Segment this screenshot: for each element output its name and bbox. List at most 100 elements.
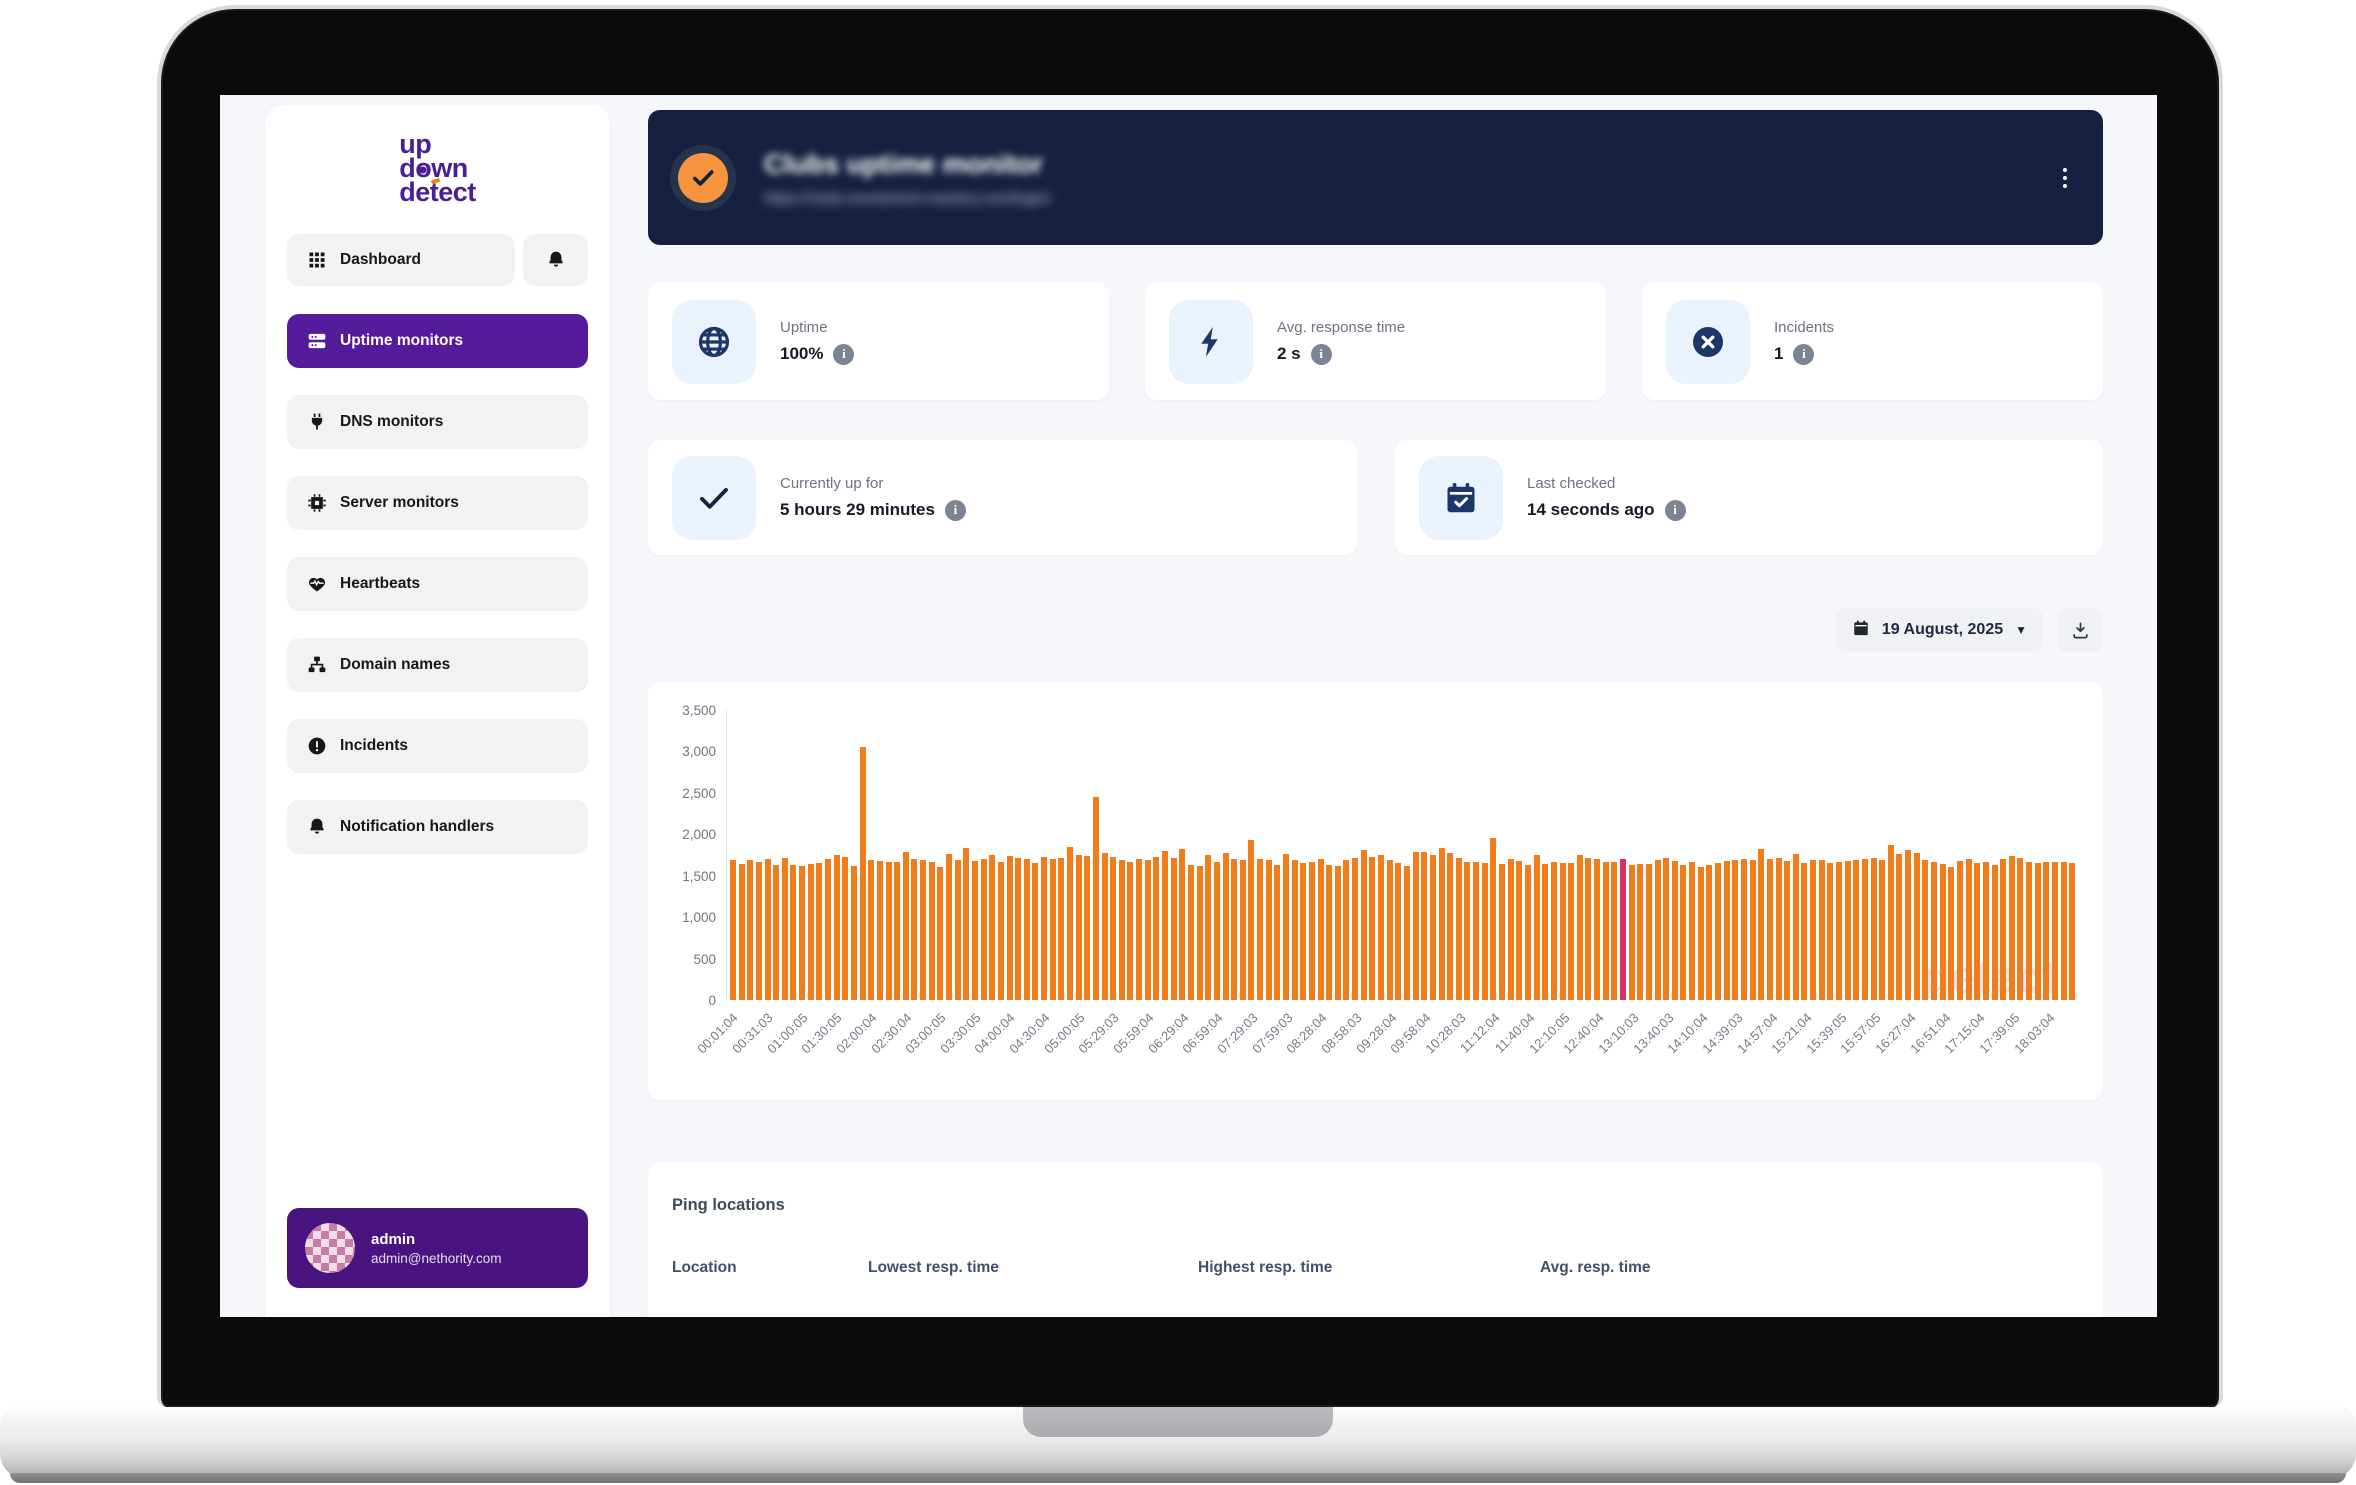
chart-bar	[2069, 863, 2076, 1000]
chart-bar	[1628, 864, 1635, 1000]
chart-bar	[963, 848, 970, 1000]
chart-bar	[1343, 860, 1350, 1000]
sidebar-item-uptime-monitors[interactable]: Uptime monitors	[287, 314, 588, 368]
info-icon[interactable]: i	[833, 343, 855, 365]
chart-bar	[730, 859, 736, 1000]
stat-value: 100%	[780, 344, 824, 363]
response-time-chart: detect 0 500 1,000 1,500 2,000 2,500 3,000 3,50…	[648, 682, 2103, 1100]
sidebar-item-dns-monitors[interactable]: DNS monitors	[287, 395, 588, 449]
chart-bar	[1360, 850, 1367, 1000]
stat-label: Incidents	[1774, 318, 1835, 336]
chart-bar	[1205, 855, 1212, 1000]
sidebar-item-server-monitors[interactable]: Server monitors	[287, 476, 588, 530]
chart-bar	[1965, 859, 1972, 1000]
stat-label: Avg. response time	[1277, 318, 1406, 336]
stat-card-incidents: Incidents 1 i	[1642, 283, 2103, 400]
chart-bar	[1144, 859, 1151, 1000]
sidebar: up down detect Dashboard	[265, 105, 610, 1317]
chart-bar	[1559, 863, 1566, 1000]
chart-bar	[911, 859, 918, 1000]
chart-bar	[876, 860, 883, 1000]
chart-y-axis: 0 500 1,000 1,500 2,000 2,500 3,000 3,500	[674, 703, 726, 1008]
chart-bar	[1766, 859, 1773, 1000]
chart-bar	[1015, 857, 1022, 1000]
chart-bar	[894, 861, 901, 1000]
chart-bar	[833, 855, 840, 1000]
chart-bar	[1939, 864, 1946, 1000]
chart-bar	[1239, 859, 1246, 1000]
chart-bar	[1041, 856, 1048, 1000]
chart-plot	[726, 710, 2077, 1000]
chart-bar	[773, 864, 780, 1000]
status-value: 5 hours 29 minutes	[780, 500, 935, 519]
laptop-screen: up down detect Dashboard	[220, 95, 2157, 1317]
chart-bar	[2052, 862, 2059, 1000]
bell-icon	[546, 250, 566, 270]
chart-bar	[1810, 859, 1817, 1000]
chart-bar	[997, 862, 1004, 1000]
sidebar-item-label: Server monitors	[340, 494, 459, 511]
chart-bar	[1490, 838, 1497, 1000]
chart-bar	[1066, 846, 1073, 1000]
check-icon	[672, 455, 756, 540]
laptop-notch	[1023, 1407, 1333, 1437]
calendar-icon	[1852, 619, 1870, 642]
chart-bar	[799, 866, 806, 1000]
chart-bar	[1827, 862, 1834, 1000]
chart-bar	[1645, 863, 1652, 1000]
server-stack-icon	[307, 331, 327, 351]
notifications-button[interactable]	[523, 234, 588, 286]
chart-bar	[946, 853, 953, 1000]
y-tick-label: 3,500	[682, 703, 716, 718]
stat-card-uptime: Uptime 100% i	[648, 283, 1109, 400]
date-picker[interactable]: 19 August, 2025 ▼	[1835, 608, 2043, 652]
sidebar-item-dashboard[interactable]: Dashboard	[287, 234, 515, 286]
y-tick-label: 0	[708, 993, 716, 1008]
chart-bar	[885, 862, 892, 1000]
download-button[interactable]	[2058, 608, 2103, 652]
chart-bar	[1170, 857, 1177, 1000]
chart-bar	[1836, 862, 1842, 1000]
user-profile[interactable]: admin admin@nethority.com	[287, 1208, 588, 1288]
chart-bar	[902, 852, 909, 1000]
chart-bar	[747, 860, 754, 1000]
chart-bar	[2017, 857, 2024, 1000]
sidebar-item-incidents[interactable]: Incidents	[287, 719, 588, 773]
chart-bar	[1887, 845, 1894, 1000]
sidebar-menu: Uptime monitors DNS monitors Server moni…	[287, 314, 588, 854]
kebab-menu-icon[interactable]	[2057, 162, 2073, 194]
chart-bar	[1481, 862, 1488, 1000]
chart-plot-bars	[727, 710, 2077, 1000]
date-label: 19 August, 2025	[1881, 621, 2004, 638]
sidebar-item-label: Uptime monitors	[340, 332, 464, 349]
chart-bar	[850, 866, 857, 1000]
info-icon[interactable]: i	[1664, 499, 1686, 521]
chart-bar	[1049, 859, 1056, 1000]
chart-bar	[1499, 864, 1506, 1000]
info-icon[interactable]: i	[1310, 343, 1332, 365]
chart-bar	[1680, 865, 1687, 1000]
chart-bar	[1153, 857, 1160, 1000]
chart-bar	[1369, 856, 1376, 1000]
info-icon[interactable]: i	[944, 499, 966, 521]
chart-bar	[790, 864, 797, 1000]
sidebar-item-domain-names[interactable]: Domain names	[287, 638, 588, 692]
chart-bar	[1758, 848, 1765, 1000]
chart-bar	[1740, 858, 1747, 1000]
chart-bar	[842, 857, 849, 1000]
chart-bar	[1127, 862, 1134, 1000]
chart-bar	[2008, 855, 2015, 1000]
download-icon	[2073, 622, 2088, 638]
user-email: admin@nethority.com	[371, 1250, 502, 1266]
chart-bar	[1274, 865, 1281, 1000]
column-highest-resp-time: Highest resp. time	[1198, 1259, 1333, 1276]
sidebar-item-notification-handlers[interactable]: Notification handlers	[287, 800, 588, 854]
chart-bar	[1844, 860, 1851, 1000]
status-card-currently-up: Currently up for 5 hours 29 minutes i	[648, 440, 1357, 555]
chart-bar	[1231, 859, 1238, 1000]
sidebar-item-heartbeats[interactable]: Heartbeats	[287, 557, 588, 611]
chart-bar	[937, 867, 944, 1000]
chart-bar	[1352, 857, 1359, 1000]
info-icon[interactable]: i	[1793, 343, 1815, 365]
cpu-icon	[307, 493, 327, 513]
